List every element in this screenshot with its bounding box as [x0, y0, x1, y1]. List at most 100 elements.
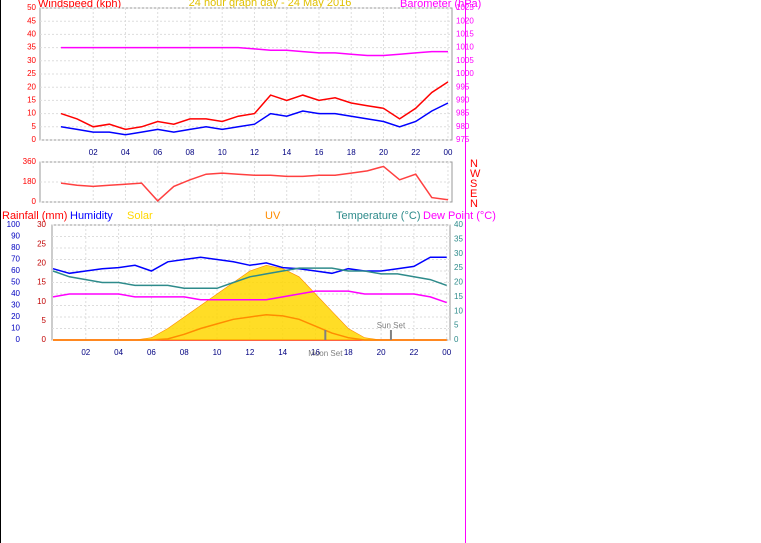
y2-tick-label: 1005 — [456, 56, 474, 65]
y-tick-label: 0 — [32, 135, 37, 144]
y3-tick-label: 20 — [37, 258, 46, 267]
y-tick-label: 45 — [27, 16, 36, 25]
compass-label: W — [470, 168, 481, 180]
y2-tick-label: 995 — [456, 82, 470, 91]
y-tick-label: 10 — [27, 109, 36, 118]
x-tick-label: 22 — [409, 348, 418, 357]
y2-tick-label: 35 — [454, 234, 463, 243]
x-tick-label: 10 — [218, 148, 227, 157]
y-tick-label: 20 — [11, 312, 20, 321]
y2-tick-label: 985 — [456, 109, 470, 118]
line — [61, 46, 448, 57]
y-tick-label: 35 — [27, 43, 36, 52]
y2-tick-label: 15 — [454, 292, 463, 301]
y-tick-label: 5 — [32, 122, 37, 131]
line — [60, 81, 449, 131]
x-tick-label: 08 — [180, 348, 189, 357]
y-tick-label: 30 — [27, 56, 36, 65]
y2-tick-label: 980 — [456, 122, 470, 131]
x-tick-label: 16 — [315, 148, 324, 157]
legend-label: Temperature (°C) — [336, 210, 420, 222]
y-tick-label: 40 — [27, 30, 36, 39]
y2-tick-label: 20 — [454, 278, 463, 287]
x-tick-label: 18 — [347, 148, 356, 157]
legend-label: UV — [265, 210, 281, 222]
y-tick-label: 50 — [27, 3, 36, 12]
y-tick-label: 10 — [11, 324, 20, 333]
y-tick-label: 40 — [11, 289, 20, 298]
y2-tick-label: 10 — [454, 306, 463, 315]
y2-tick-label: 25 — [454, 263, 463, 272]
y3-tick-label: 25 — [37, 239, 46, 248]
y-tick-label: 180 — [23, 177, 37, 186]
y-tick-label: 30 — [11, 301, 20, 310]
y-tick-label: 60 — [11, 266, 20, 275]
legend-label: Humidity — [70, 210, 113, 222]
y2-tick-label: 1010 — [456, 43, 474, 52]
legend-label: Rainfall (mm) — [2, 210, 67, 222]
y2-tick-label: 975 — [456, 135, 470, 144]
x-tick-label: 12 — [245, 348, 254, 357]
y-tick-label: 15 — [27, 96, 36, 105]
compass-label: S — [470, 178, 477, 190]
line — [52, 256, 447, 275]
x-tick-label: 08 — [186, 148, 195, 157]
y3-tick-label: 5 — [42, 316, 47, 325]
y3-tick-label: 10 — [37, 297, 46, 306]
y2-tick-label: 1000 — [456, 69, 474, 78]
y2-tick-label: 1025 — [456, 3, 474, 12]
x-tick-label: 14 — [282, 148, 291, 157]
y-tick-label: 360 — [23, 157, 37, 166]
y-tick-label: 20 — [27, 82, 36, 91]
y2-tick-label: 1015 — [456, 30, 474, 39]
x-tick-label: 02 — [81, 348, 90, 357]
line — [52, 267, 447, 290]
line — [60, 165, 449, 202]
x-tick-label: 20 — [377, 348, 386, 357]
y-tick-label: 50 — [11, 278, 20, 287]
annotation: Sun Set — [377, 321, 406, 330]
x-tick-label: 00 — [444, 148, 453, 157]
compass-label: N — [470, 158, 478, 170]
line — [60, 102, 449, 136]
x-tick-label: 02 — [89, 148, 98, 157]
x-tick-label: 18 — [344, 348, 353, 357]
legend-label: Solar — [127, 210, 153, 222]
compass-label: N — [470, 198, 478, 210]
y2-axis-title: Barometer (hPa) — [400, 0, 481, 10]
y-tick-label: 70 — [11, 255, 20, 264]
x-tick-label: 06 — [153, 148, 162, 157]
y2-tick-label: 40 — [454, 220, 463, 229]
y-axis-title: Windspeed (kph) — [38, 0, 121, 10]
compass-label: E — [470, 188, 477, 200]
x-tick-label: 06 — [147, 348, 156, 357]
y2-tick-label: 30 — [454, 249, 463, 258]
legend-label: Dew Point (°C) — [423, 210, 496, 222]
chart-title: 24 hour graph day - 24 May 2016 — [189, 0, 352, 9]
x-tick-label: 00 — [442, 348, 451, 357]
line — [53, 313, 447, 341]
y2-tick-label: 990 — [456, 96, 470, 105]
y3-tick-label: 30 — [37, 220, 46, 229]
x-tick-label: 22 — [411, 148, 420, 157]
y-tick-label: 0 — [32, 197, 37, 206]
x-tick-label: 20 — [379, 148, 388, 157]
x-tick-label: 10 — [213, 348, 222, 357]
y2-tick-label: 5 — [454, 321, 459, 330]
x-tick-label: 04 — [121, 148, 130, 157]
y2-tick-label: 1020 — [456, 16, 474, 25]
y-tick-label: 80 — [11, 243, 20, 252]
x-tick-label: 14 — [278, 348, 287, 357]
x-tick-label: 04 — [114, 348, 123, 357]
annotation: Moon Set — [308, 349, 343, 358]
y-tick-label: 100 — [7, 220, 21, 229]
x-tick-label: 16 — [311, 348, 320, 357]
x-tick-label: 12 — [250, 148, 259, 157]
line — [52, 290, 447, 304]
y-tick-label: 90 — [11, 232, 20, 241]
y3-tick-label: 15 — [37, 278, 46, 287]
y-tick-label: 0 — [16, 335, 21, 344]
y2-tick-label: 0 — [454, 335, 459, 344]
y-tick-label: 25 — [27, 69, 36, 78]
